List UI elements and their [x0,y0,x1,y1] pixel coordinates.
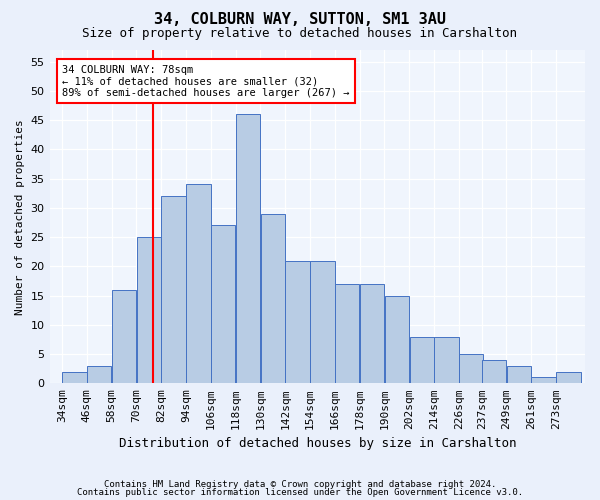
Bar [286,260,310,384]
Bar [459,354,484,384]
Bar [434,336,458,384]
Text: Contains public sector information licensed under the Open Government Licence v3: Contains public sector information licen… [77,488,523,497]
Bar [161,196,186,384]
Y-axis label: Number of detached properties: Number of detached properties [15,119,25,314]
Text: Contains HM Land Registry data © Crown copyright and database right 2024.: Contains HM Land Registry data © Crown c… [104,480,496,489]
Bar [506,366,531,384]
Bar [236,114,260,384]
Bar [260,214,285,384]
Bar [186,184,211,384]
X-axis label: Distribution of detached houses by size in Carshalton: Distribution of detached houses by size … [119,437,516,450]
Bar [556,372,581,384]
Bar [112,290,136,384]
Text: Size of property relative to detached houses in Carshalton: Size of property relative to detached ho… [83,28,517,40]
Bar [360,284,384,384]
Bar [62,372,86,384]
Text: 34, COLBURN WAY, SUTTON, SM1 3AU: 34, COLBURN WAY, SUTTON, SM1 3AU [154,12,446,28]
Bar [335,284,359,384]
Bar [532,378,556,384]
Bar [211,226,235,384]
Text: 34 COLBURN WAY: 78sqm
← 11% of detached houses are smaller (32)
89% of semi-deta: 34 COLBURN WAY: 78sqm ← 11% of detached … [62,64,349,98]
Bar [87,366,112,384]
Bar [310,260,335,384]
Bar [137,237,161,384]
Bar [482,360,506,384]
Bar [410,336,434,384]
Bar [385,296,409,384]
